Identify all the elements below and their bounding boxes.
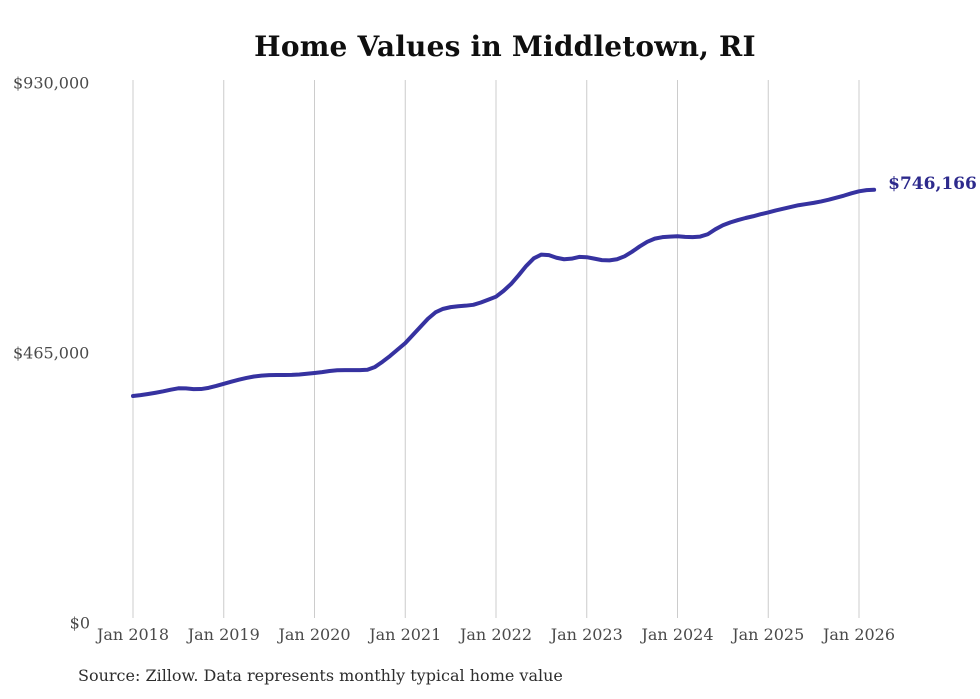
y-tick-label: $465,000 <box>13 343 90 363</box>
x-tick-label: Jan 2019 <box>187 625 260 644</box>
y-tick-label: $0 <box>69 613 90 633</box>
x-tick-label: Jan 2021 <box>369 625 442 644</box>
x-tick-label: Jan 2023 <box>550 625 623 644</box>
source-note: Source: Zillow. Data represents monthly … <box>78 666 563 685</box>
latest-value-label: $746,166 <box>888 173 977 194</box>
x-tick-label: Jan 2025 <box>732 625 805 644</box>
x-tick-label: Jan 2022 <box>459 625 533 644</box>
chart-title: Home Values in Middletown, RI <box>254 30 756 63</box>
x-tick-label: Jan 2020 <box>278 625 351 644</box>
x-tick-label: Jan 2018 <box>96 625 170 644</box>
x-tick-label: Jan 2024 <box>641 625 714 644</box>
x-tick-label: Jan 2026 <box>822 625 896 644</box>
home-value-line <box>131 187 877 399</box>
gridlines <box>132 80 860 618</box>
y-tick-label: $930,000 <box>13 73 90 93</box>
